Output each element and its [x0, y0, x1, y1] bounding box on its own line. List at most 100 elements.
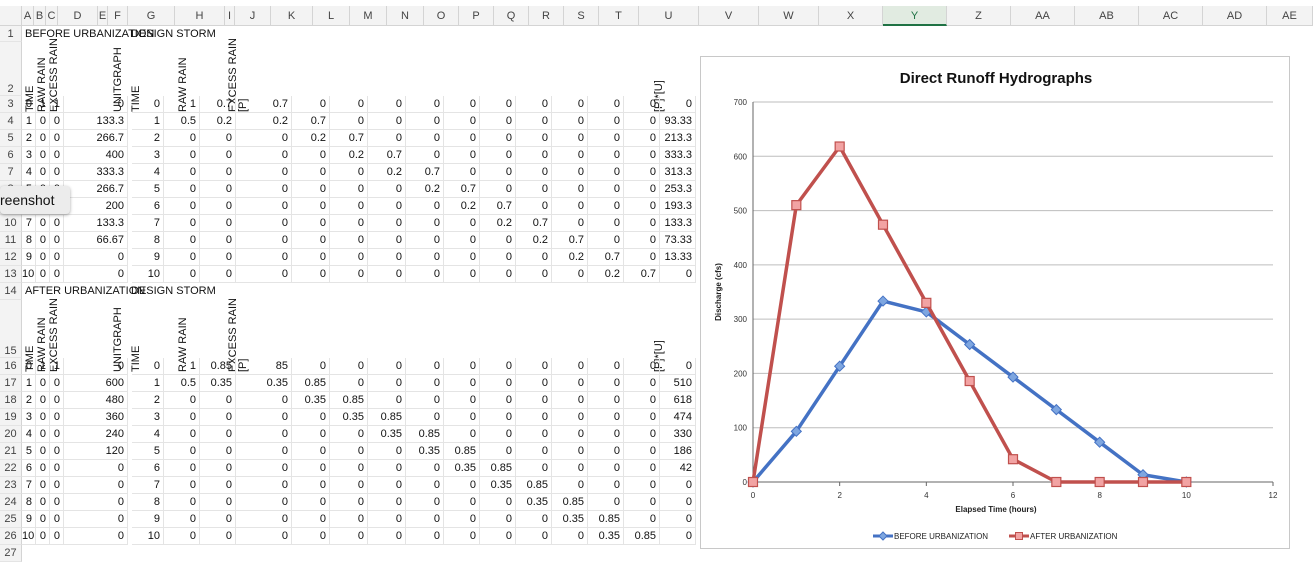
after-cell-r10-c4[interactable]: 10: [132, 528, 164, 545]
before-cell-r0-c17[interactable]: 0: [624, 96, 660, 113]
before-cell-r10-c15[interactable]: 0: [552, 266, 588, 283]
after-cell-r1-c18[interactable]: 510: [660, 375, 696, 392]
before-cell-r5-c7[interactable]: 0: [236, 181, 292, 198]
before-cell-r9-c0[interactable]: 9: [22, 249, 36, 266]
before-cell-r2-c2[interactable]: 0: [50, 130, 64, 147]
hydrograph-chart[interactable]: Direct Runoff Hydrographs 0 100 200 300 400 50…: [700, 56, 1290, 549]
after-cell-r6-c3[interactable]: 0: [64, 460, 128, 477]
after-cell-r7-c17[interactable]: 0: [624, 477, 660, 494]
before-cell-r10-c4[interactable]: 10: [132, 266, 164, 283]
before-cell-r0-c15[interactable]: 0: [552, 96, 588, 113]
before-cell-r9-c11[interactable]: 0: [406, 249, 444, 266]
before-cell-r1-c8[interactable]: 0.7: [292, 113, 330, 130]
before-cell-r1-c18[interactable]: 93.33: [660, 113, 696, 130]
before-cell-r3-c6[interactable]: 0: [200, 147, 236, 164]
after-cell-r0-c9[interactable]: 0: [330, 358, 368, 375]
before-cell-r10-c12[interactable]: 0: [444, 266, 480, 283]
before-cell-r1-c1[interactable]: 0: [36, 113, 50, 130]
after-cell-r0-c8[interactable]: 0: [292, 358, 330, 375]
after-cell-r9-c7[interactable]: 0: [236, 511, 292, 528]
after-cell-r7-c6[interactable]: 0: [200, 477, 236, 494]
after-cell-r8-c8[interactable]: 0: [292, 494, 330, 511]
after-cell-r5-c0[interactable]: 5: [22, 443, 36, 460]
after-cell-r6-c17[interactable]: 0: [624, 460, 660, 477]
before-cell-r1-c16[interactable]: 0: [588, 113, 624, 130]
before-cell-r6-c10[interactable]: 0: [368, 198, 406, 215]
column-header-aa[interactable]: AA: [1011, 6, 1075, 26]
after-cell-r7-c11[interactable]: 0: [406, 477, 444, 494]
after-cell-r3-c3[interactable]: 360: [64, 409, 128, 426]
before-cell-r1-c0[interactable]: 1: [22, 113, 36, 130]
after-cell-r5-c16[interactable]: 0: [588, 443, 624, 460]
after-cell-r5-c18[interactable]: 186: [660, 443, 696, 460]
before-cell-r3-c11[interactable]: 0: [406, 147, 444, 164]
before-cell-r3-c5[interactable]: 0: [164, 147, 200, 164]
column-header-x[interactable]: X: [819, 6, 883, 26]
before-cell-r10-c5[interactable]: 0: [164, 266, 200, 283]
before-cell-r7-c3[interactable]: 133.3: [64, 215, 128, 232]
before-cell-r6-c5[interactable]: 0: [164, 198, 200, 215]
after-cell-r4-c7[interactable]: 0: [236, 426, 292, 443]
before-cell-r10-c11[interactable]: 0: [406, 266, 444, 283]
after-cell-r1-c17[interactable]: 0: [624, 375, 660, 392]
after-cell-r9-c3[interactable]: 0: [64, 511, 128, 528]
after-cell-r7-c18[interactable]: 0: [660, 477, 696, 494]
after-cell-r8-c17[interactable]: 0: [624, 494, 660, 511]
before-cell-r0-c1[interactable]: 1: [36, 96, 50, 113]
after-cell-r10-c7[interactable]: 0: [236, 528, 292, 545]
after-cell-r1-c3[interactable]: 600: [64, 375, 128, 392]
before-cell-r9-c10[interactable]: 0: [368, 249, 406, 266]
after-cell-r7-c7[interactable]: 0: [236, 477, 292, 494]
row-header-1[interactable]: 1: [0, 26, 22, 42]
before-cell-r8-c0[interactable]: 8: [22, 232, 36, 249]
before-cell-r7-c1[interactable]: 0: [36, 215, 50, 232]
after-cell-r10-c10[interactable]: 0: [368, 528, 406, 545]
after-cell-r1-c7[interactable]: 0.35: [236, 375, 292, 392]
before-cell-r4-c6[interactable]: 0: [200, 164, 236, 181]
column-header-u[interactable]: U: [639, 6, 699, 26]
before-cell-r1-c2[interactable]: 0: [50, 113, 64, 130]
row-header-27[interactable]: 27: [0, 545, 22, 562]
after-cell-r4-c11[interactable]: 0.85: [406, 426, 444, 443]
after-cell-r2-c13[interactable]: 0: [480, 392, 516, 409]
before-cell-r10-c13[interactable]: 0: [480, 266, 516, 283]
row-header-13[interactable]: 13: [0, 266, 22, 283]
before-cell-r2-c1[interactable]: 0: [36, 130, 50, 147]
before-cell-r0-c16[interactable]: 0: [588, 96, 624, 113]
after-cell-r3-c2[interactable]: 0: [50, 409, 64, 426]
before-cell-r10-c3[interactable]: 0: [64, 266, 128, 283]
before-cell-r3-c18[interactable]: 333.3: [660, 147, 696, 164]
after-cell-r7-c5[interactable]: 0: [164, 477, 200, 494]
after-cell-r6-c14[interactable]: 0: [516, 460, 552, 477]
after-cell-r0-c15[interactable]: 0: [552, 358, 588, 375]
before-cell-r4-c15[interactable]: 0: [552, 164, 588, 181]
before-cell-r2-c0[interactable]: 2: [22, 130, 36, 147]
column-header-z[interactable]: Z: [947, 6, 1011, 26]
after-cell-r9-c8[interactable]: 0: [292, 511, 330, 528]
column-header-k[interactable]: K: [271, 6, 313, 26]
column-header-v[interactable]: V: [699, 6, 759, 26]
after-cell-r10-c15[interactable]: 0: [552, 528, 588, 545]
before-cell-r6-c8[interactable]: 0: [292, 198, 330, 215]
before-cell-r0-c18[interactable]: 0: [660, 96, 696, 113]
before-cell-r2-c18[interactable]: 213.3: [660, 130, 696, 147]
after-cell-r2-c12[interactable]: 0: [444, 392, 480, 409]
after-cell-r9-c1[interactable]: 0: [36, 511, 50, 528]
before-cell-r5-c11[interactable]: 0.2: [406, 181, 444, 198]
before-cell-r6-c7[interactable]: 0: [236, 198, 292, 215]
before-cell-r8-c13[interactable]: 0: [480, 232, 516, 249]
after-cell-r2-c18[interactable]: 618: [660, 392, 696, 409]
after-cell-r1-c5[interactable]: 0.5: [164, 375, 200, 392]
before-cell-r0-c11[interactable]: 0: [406, 96, 444, 113]
before-cell-r4-c8[interactable]: 0: [292, 164, 330, 181]
after-cell-r6-c11[interactable]: 0: [406, 460, 444, 477]
after-cell-r2-c4[interactable]: 2: [132, 392, 164, 409]
row-header-3[interactable]: 3: [0, 96, 22, 113]
before-cell-r0-c2[interactable]: 1: [50, 96, 64, 113]
before-cell-r5-c5[interactable]: 0: [164, 181, 200, 198]
before-cell-r6-c11[interactable]: 0: [406, 198, 444, 215]
before-cell-r0-c10[interactable]: 0: [368, 96, 406, 113]
column-header-w[interactable]: W: [759, 6, 819, 26]
after-cell-r6-c7[interactable]: 0: [236, 460, 292, 477]
after-cell-r0-c13[interactable]: 0: [480, 358, 516, 375]
